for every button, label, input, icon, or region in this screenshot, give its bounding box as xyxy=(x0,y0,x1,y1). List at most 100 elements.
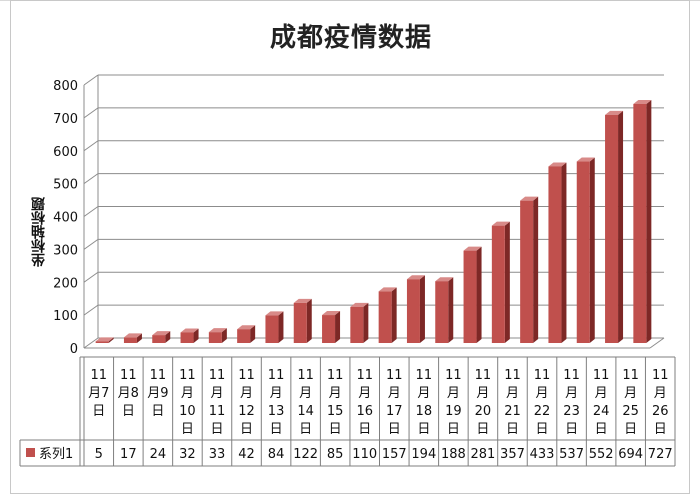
gridline-side xyxy=(83,337,99,349)
bar-top xyxy=(520,196,539,201)
bar-side xyxy=(589,157,595,343)
x-tick-label: 日 xyxy=(506,422,519,437)
x-tick-label: 日 xyxy=(329,422,342,437)
gridline-side xyxy=(83,140,99,152)
chart-title: 成都疫情数据 xyxy=(269,23,432,53)
x-tick-label: 日 xyxy=(476,422,489,437)
gridline-side xyxy=(83,206,99,217)
bar-side xyxy=(533,196,539,343)
x-tick-label: 月 xyxy=(210,386,223,401)
data-label: 188 xyxy=(441,447,466,462)
bar-top xyxy=(237,325,256,330)
data-label: 84 xyxy=(268,447,285,462)
x-tick-label: 月7 xyxy=(88,386,109,401)
x-tick-label: 10 xyxy=(179,404,196,419)
bar-top xyxy=(208,328,227,333)
x-tick-label: 11 xyxy=(238,368,255,383)
x-tick-label: 11 xyxy=(475,368,492,383)
bar-top xyxy=(322,311,341,316)
x-tick-label: 11 xyxy=(622,368,639,383)
y-tick-label: 500 xyxy=(53,178,78,193)
x-tick-label: 26 xyxy=(652,404,669,419)
y-tick-label: 600 xyxy=(53,145,78,160)
bar-top xyxy=(293,298,312,303)
bar xyxy=(491,225,505,343)
x-tick-label: 日 xyxy=(122,404,135,419)
bar-top xyxy=(463,246,482,251)
data-label: 5 xyxy=(95,447,103,462)
legend-swatch xyxy=(26,448,35,457)
bar-side xyxy=(476,246,482,343)
data-label: 17 xyxy=(120,447,137,462)
x-tick-label: 11 xyxy=(563,368,580,383)
x-tick-label: 日 xyxy=(624,422,637,437)
bar xyxy=(95,341,109,343)
bar-top xyxy=(95,337,114,342)
bar-side xyxy=(306,298,312,343)
data-label: 32 xyxy=(179,447,196,462)
bar xyxy=(378,291,392,343)
x-tick-label: 月 xyxy=(595,386,608,401)
x-tick-label: 11 xyxy=(356,368,373,383)
x-tick-label: 月 xyxy=(476,386,489,401)
data-label: 433 xyxy=(530,447,555,462)
x-tick-label: 日 xyxy=(654,422,667,437)
data-label: 357 xyxy=(500,447,525,462)
bar-top xyxy=(406,275,425,280)
x-tick-label: 25 xyxy=(622,404,639,419)
x-tick-label: 11 xyxy=(327,368,344,383)
x-tick-label: 21 xyxy=(504,404,521,419)
x-tick-label: 日 xyxy=(417,422,430,437)
data-label: 122 xyxy=(293,447,318,462)
bar xyxy=(208,332,222,343)
x-tick-label: 日 xyxy=(447,422,460,437)
bar-top xyxy=(180,328,199,333)
x-tick-label: 11 xyxy=(386,368,403,383)
x-tick-label: 月9 xyxy=(147,386,168,401)
bar-top xyxy=(435,277,454,282)
x-tick-label: 日 xyxy=(181,422,194,437)
bar-side xyxy=(278,311,284,343)
data-label: 33 xyxy=(209,447,226,462)
x-tick-label: 11 xyxy=(416,368,433,383)
x-tick-label: 16 xyxy=(356,404,373,419)
bar xyxy=(605,114,619,343)
x-tick-label: 月 xyxy=(654,386,667,401)
x-tick-label: 11 xyxy=(268,368,285,383)
bar-top xyxy=(350,302,369,307)
bar-top xyxy=(378,287,397,292)
bar-side xyxy=(561,162,567,343)
y-tick-label: 100 xyxy=(53,309,78,324)
x-tick-label: 月 xyxy=(624,386,637,401)
x-tick-label: 日 xyxy=(270,422,283,437)
bar-side xyxy=(165,331,171,343)
x-tick-label: 月 xyxy=(358,386,371,401)
data-label: 85 xyxy=(327,447,344,462)
x-tick-label: 日 xyxy=(565,422,578,437)
gridline-side xyxy=(83,107,99,119)
bar-side xyxy=(391,287,397,343)
bar xyxy=(633,103,647,343)
bar-top xyxy=(633,99,652,104)
x-tick-label: 月 xyxy=(240,386,253,401)
data-label: 694 xyxy=(618,447,643,462)
x-tick-label: 11 xyxy=(445,368,462,383)
bar-top xyxy=(152,331,171,336)
bar xyxy=(463,250,477,343)
x-tick-label: 11 xyxy=(209,368,226,383)
gridline-side xyxy=(83,271,99,283)
bar-top xyxy=(548,162,567,167)
x-tick-label: 日 xyxy=(595,422,608,437)
bar-side xyxy=(250,325,256,343)
x-tick-label: 24 xyxy=(593,404,610,419)
x-tick-label: 月 xyxy=(447,386,460,401)
x-tick-label: 11 xyxy=(652,368,669,383)
x-tick-label: 日 xyxy=(388,422,401,437)
x-tick-label: 13 xyxy=(268,404,285,419)
gridline-side xyxy=(83,304,99,316)
x-tick-label: 22 xyxy=(534,404,551,419)
x-tick-label: 月 xyxy=(181,386,194,401)
floor-right-edge xyxy=(649,337,665,349)
x-tick-label: 月 xyxy=(565,386,578,401)
